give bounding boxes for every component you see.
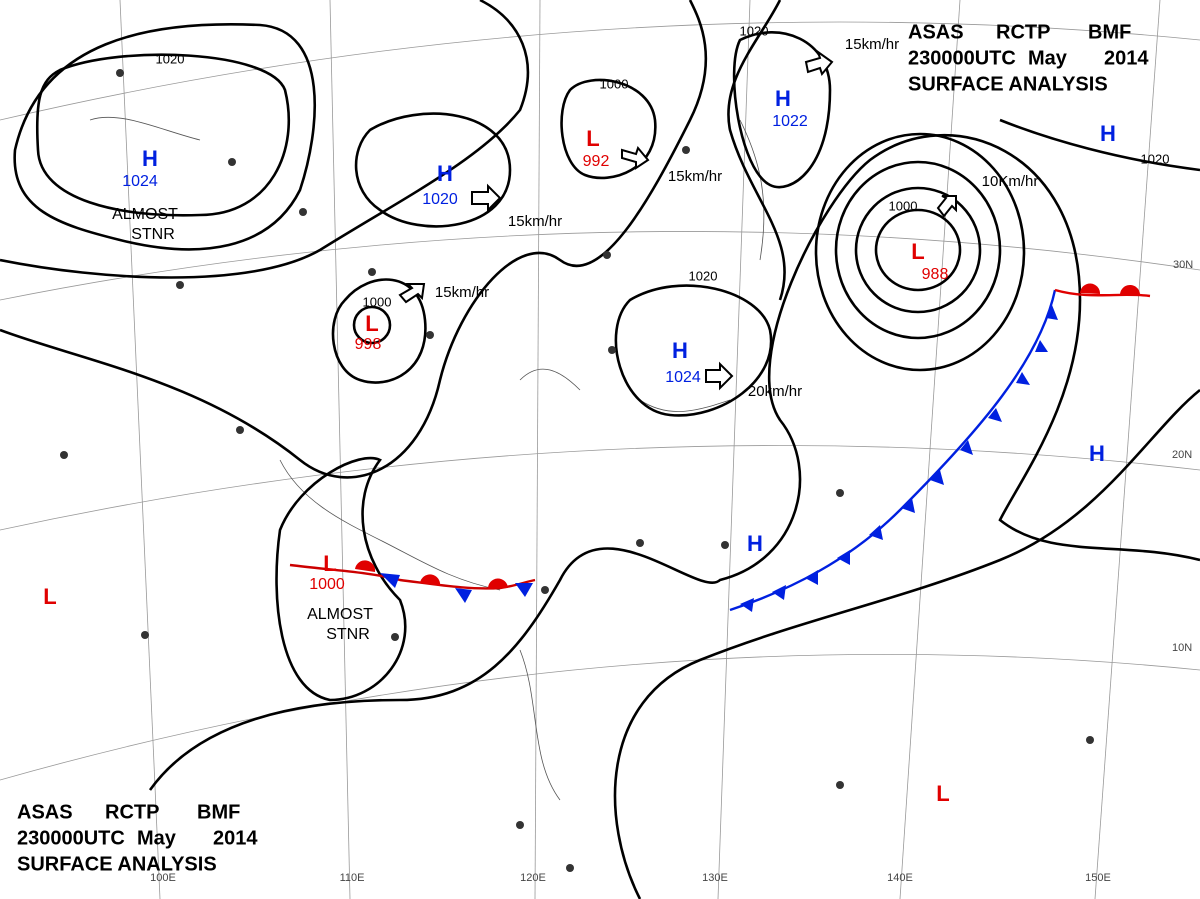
header-line: SURFACE ANALYSIS [17,853,217,875]
header-line: SURFACE ANALYSIS [908,73,1108,95]
latitude-label: 20N [1172,449,1192,461]
header-word: ASAS [908,21,964,43]
isobar-label: 1000 [363,294,392,309]
coastlines [89,116,765,801]
pressure-center-symbol: H [1089,441,1105,466]
isobar-label: 1000 [600,76,629,91]
pressure-center-symbol: L [323,551,336,576]
motion-label: 20km/hr [748,383,802,400]
longitude-label: 110E [340,872,365,884]
pressure-center-symbol: H [142,146,158,171]
longitude-label: 120E [520,872,546,884]
isobar-label: 1020 [156,51,185,66]
header-word: BMF [1088,21,1131,43]
station-plots [60,69,1094,872]
pressure-center-value: 998 [355,336,382,353]
header-word: 2014 [213,827,258,849]
isobar-label: 1000 [889,198,918,213]
pressure-center-symbol: L [586,126,599,151]
longitude-label: 140E [887,872,913,884]
pressure-center-symbol: H [775,86,791,111]
header-word: 230000UTC [17,827,125,849]
labels: ASAS RCTP BMF 230000UTC May 2014 SURFACE ANALY… [17,21,1193,884]
latitude-label: 30N [1173,259,1193,271]
stationary-note: ALMOST STNR [307,606,373,643]
header-word: RCTP [105,801,159,823]
motion-label: 15km/hr [508,213,562,230]
motion-label: 15km/hr [668,168,722,185]
fronts [289,283,1151,612]
pressure-center-value: 988 [922,266,949,283]
longitude-label: 130E [702,872,728,884]
pressure-center-symbol: L [911,239,924,264]
pressure-center-symbol: L [365,311,378,336]
header-word: May [137,827,177,849]
pressure-center-value: 1000 [309,576,345,593]
motion-arrows [398,49,957,391]
header-word: BMF [197,801,240,823]
stationary-note: ALMOST STNR [112,206,178,243]
pressure-center-value: 1020 [422,191,458,208]
header-word: 230000UTC [908,47,1016,69]
pressure-center-value: 992 [583,153,610,170]
pressure-center-value: 1024 [665,369,701,386]
header-word: May [1028,47,1068,69]
motion-label: 10Km/hr [982,173,1039,190]
pressure-center-symbol: H [747,531,763,556]
pressure-center-value: 1022 [772,113,808,130]
latitude-label: 10N [1172,642,1192,654]
pressure-center-value: 1024 [122,173,158,190]
header-word: RCTP [996,21,1050,43]
header-word: ASAS [17,801,73,823]
pressure-center-symbol: L [43,584,56,609]
motion-label: 15km/hr [435,284,489,301]
isobar-label: 1020 [689,268,718,283]
isobar-label: 1020 [740,23,769,38]
pressure-center-symbol: H [437,161,453,186]
header-word: 2014 [1104,47,1149,69]
isobar-label: 1020 [1141,151,1170,166]
pressure-center-symbol: H [672,338,688,363]
motion-label: 15km/hr [845,36,899,53]
longitude-label: 150E [1085,872,1111,884]
pressure-center-symbol: L [936,781,949,806]
longitude-label: 100E [150,872,176,884]
pressure-center-symbol: H [1100,121,1116,146]
